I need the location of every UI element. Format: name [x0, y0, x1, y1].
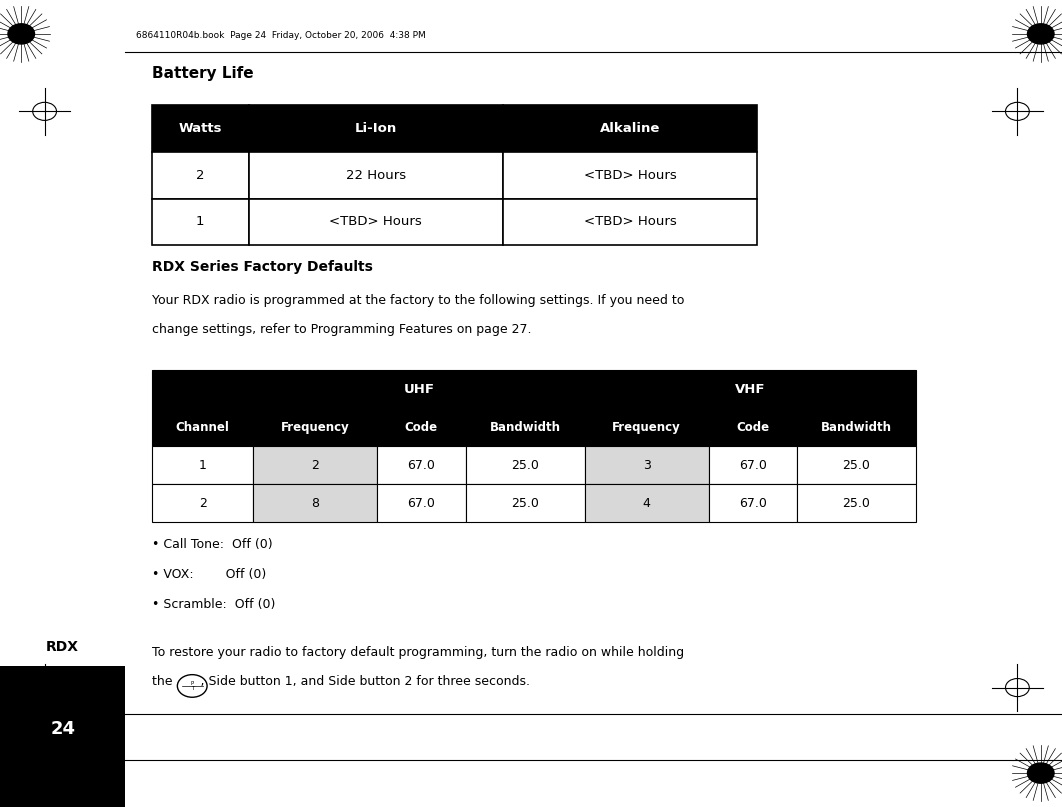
Text: UHF: UHF: [404, 383, 434, 396]
Text: 1: 1: [199, 458, 207, 472]
Text: Bandwidth: Bandwidth: [490, 420, 561, 434]
Bar: [796, 446, 917, 484]
Text: Battery Life: Battery Life: [152, 65, 254, 81]
Text: T: T: [190, 686, 194, 691]
Text: Code: Code: [736, 420, 769, 434]
Bar: [254, 446, 377, 484]
Text: 24: 24: [50, 721, 75, 738]
Text: Code: Code: [405, 420, 438, 434]
Bar: [503, 152, 757, 199]
Bar: [585, 484, 708, 522]
Text: 4: 4: [643, 496, 651, 510]
Text: Bandwidth: Bandwidth: [821, 420, 892, 434]
Bar: [152, 370, 917, 408]
Text: • Scramble:  Off (0): • Scramble: Off (0): [152, 598, 275, 611]
Text: 67.0: 67.0: [739, 458, 767, 472]
Text: <TBD> Hours: <TBD> Hours: [584, 169, 676, 182]
Bar: [152, 105, 249, 152]
Text: To restore your radio to factory default programming, turn the radio on while ho: To restore your radio to factory default…: [152, 646, 684, 659]
Text: RDX: RDX: [46, 640, 80, 654]
Text: 67.0: 67.0: [408, 496, 435, 510]
Text: 25.0: 25.0: [842, 496, 871, 510]
Text: 1: 1: [196, 215, 205, 228]
Bar: [796, 484, 917, 522]
Bar: [152, 484, 254, 522]
Bar: [465, 446, 585, 484]
Text: Frequency: Frequency: [613, 420, 681, 434]
Text: P: P: [190, 681, 194, 686]
Text: Li-Ion: Li-Ion: [355, 122, 397, 135]
Bar: [249, 152, 503, 199]
Text: 6864110R04b.book  Page 24  Friday, October 20, 2006  4:38 PM: 6864110R04b.book Page 24 Friday, October…: [136, 31, 426, 40]
Text: Channel: Channel: [175, 420, 229, 434]
Bar: [152, 152, 249, 199]
Text: the       , Side button 1, and Side button 2 for three seconds.: the , Side button 1, and Side button 2 f…: [152, 675, 530, 688]
Text: 25.0: 25.0: [511, 496, 539, 510]
Text: • VOX:        Off (0): • VOX: Off (0): [152, 568, 267, 581]
Bar: [249, 199, 503, 245]
Text: RDX Series Factory Defaults: RDX Series Factory Defaults: [152, 260, 373, 274]
Circle shape: [8, 23, 34, 44]
Bar: [465, 484, 585, 522]
Text: • Call Tone:  Off (0): • Call Tone: Off (0): [152, 538, 273, 551]
Bar: [152, 408, 917, 446]
Circle shape: [1027, 763, 1054, 783]
Bar: [503, 199, 757, 245]
Text: Frequency: Frequency: [281, 420, 349, 434]
Text: 2: 2: [311, 458, 320, 472]
Bar: [249, 105, 503, 152]
Text: 25.0: 25.0: [511, 458, 539, 472]
Text: <TBD> Hours: <TBD> Hours: [329, 215, 423, 228]
Text: VHF: VHF: [735, 383, 766, 396]
Text: <TBD> Hours: <TBD> Hours: [584, 215, 676, 228]
Text: 8: 8: [311, 496, 320, 510]
Text: 25.0: 25.0: [842, 458, 871, 472]
Bar: [152, 199, 249, 245]
Bar: [254, 484, 377, 522]
Text: 3: 3: [643, 458, 651, 472]
Text: 67.0: 67.0: [408, 458, 435, 472]
Text: Watts: Watts: [178, 122, 222, 135]
Bar: [152, 446, 254, 484]
Text: Battery and Charging Options: Battery and Charging Options: [56, 276, 69, 499]
Bar: [503, 105, 757, 152]
Text: change settings, refer to Programming Features on page 27.: change settings, refer to Programming Fe…: [152, 323, 531, 336]
Text: 2: 2: [199, 496, 207, 510]
Text: Alkaline: Alkaline: [600, 122, 661, 135]
Bar: [0, 0, 125, 666]
Bar: [708, 446, 796, 484]
Bar: [585, 446, 708, 484]
Text: 2: 2: [196, 169, 205, 182]
Text: 22 Hours: 22 Hours: [346, 169, 406, 182]
Text: 67.0: 67.0: [739, 496, 767, 510]
Bar: [708, 484, 796, 522]
Bar: [0, 0, 125, 807]
Circle shape: [8, 763, 34, 783]
Bar: [377, 446, 465, 484]
Bar: [377, 484, 465, 522]
Text: Your RDX radio is programmed at the factory to the following settings. If you ne: Your RDX radio is programmed at the fact…: [152, 294, 684, 307]
Circle shape: [1027, 23, 1054, 44]
